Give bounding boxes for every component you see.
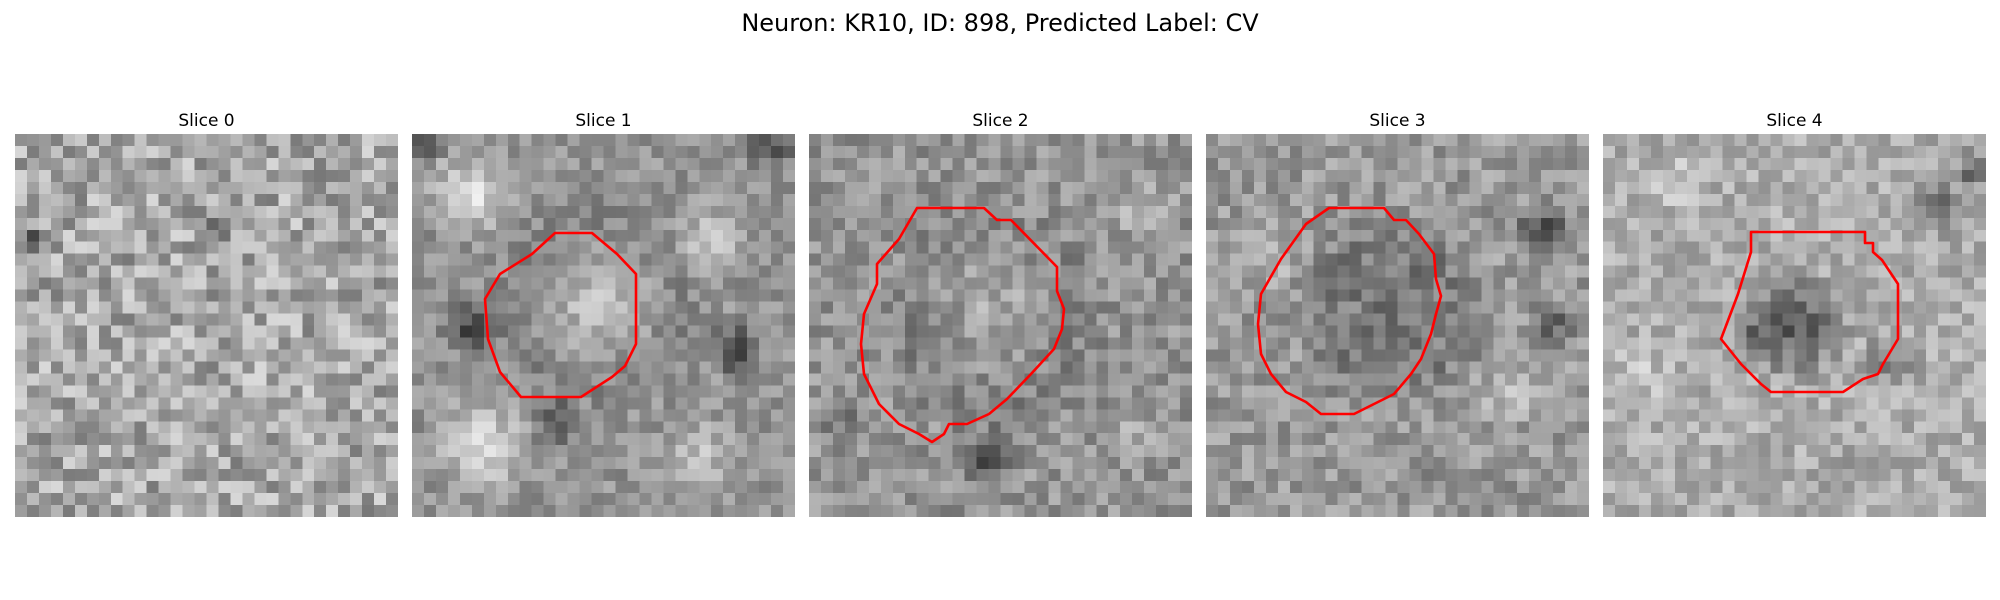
slice-pixels: [1206, 134, 1589, 517]
slice-image: [809, 134, 1192, 517]
slice-image: [412, 134, 795, 517]
slice-pixels: [809, 134, 1192, 517]
slice-title: Slice 2: [972, 111, 1029, 131]
slice-image: [1206, 134, 1589, 517]
slice-image: [1603, 134, 1986, 517]
roi-contour: [1256, 206, 1443, 416]
slice-panel-4: Slice 4: [1603, 110, 1986, 517]
roi-contour: [483, 231, 638, 399]
slice-title: Slice 4: [1766, 111, 1823, 131]
slice-pixels: [15, 134, 398, 517]
slice-title: Slice 1: [575, 111, 632, 131]
slice-pixels: [412, 134, 795, 517]
slice-pixels: [1603, 134, 1986, 517]
slice-title: Slice 3: [1369, 111, 1426, 131]
figure-title: Neuron: KR10, ID: 898, Predicted Label: …: [741, 9, 1259, 37]
slice-panel-1: Slice 1: [412, 110, 795, 517]
roi-contour: [1719, 230, 1900, 394]
slice-image: [15, 134, 398, 517]
slice-panel-3: Slice 3: [1206, 110, 1589, 517]
roi-contour: [859, 206, 1066, 444]
slice-panel-2: Slice 2: [809, 110, 1192, 517]
slice-panel-0: Slice 0: [15, 110, 398, 517]
slice-title: Slice 0: [178, 111, 235, 131]
